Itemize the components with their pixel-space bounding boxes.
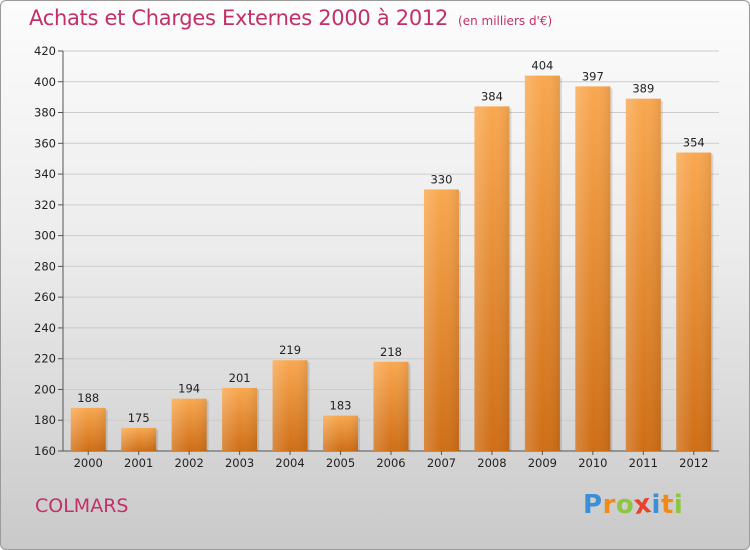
y-tick-label: 340 — [34, 167, 56, 181]
bar-highlight — [121, 427, 157, 451]
bar-highlight — [474, 106, 510, 451]
logo-letter: P — [583, 490, 603, 520]
logo-letter: x — [632, 488, 654, 522]
x-tick-label: 2005 — [326, 456, 355, 470]
x-tick-label: 2009 — [528, 456, 557, 470]
x-tick-label: 2011 — [629, 456, 658, 470]
y-tick-label: 420 — [34, 44, 56, 58]
x-tick-label: 2001 — [124, 456, 153, 470]
x-tick-label: 2003 — [225, 456, 254, 470]
logo-letter: i — [673, 490, 684, 520]
bar-value-label: 194 — [178, 382, 200, 396]
bar-highlight — [272, 360, 308, 451]
bar-value-label: 384 — [481, 89, 503, 103]
x-tick-label: 2002 — [175, 456, 204, 470]
y-tick-label: 320 — [34, 198, 56, 212]
x-tick-label: 2004 — [275, 456, 304, 470]
x-tick-label: 2007 — [427, 456, 456, 470]
chart-title: Achats et Charges Externes 2000 à 2012 (e… — [29, 6, 552, 30]
bar-highlight — [222, 387, 258, 451]
bar-value-label: 404 — [531, 59, 553, 73]
bar-highlight — [373, 361, 409, 451]
bar-highlight — [423, 189, 459, 451]
bar-highlight — [323, 415, 359, 451]
bar-highlight — [70, 407, 106, 451]
y-tick-label: 200 — [34, 382, 56, 396]
y-tick-label: 360 — [34, 136, 56, 150]
y-tick-label: 260 — [34, 290, 56, 304]
bar-value-label: 201 — [229, 371, 251, 385]
bar-value-label: 188 — [77, 391, 99, 405]
y-tick-label: 380 — [34, 106, 56, 120]
x-tick-label: 2000 — [74, 456, 103, 470]
proxiti-logo: Proxiti — [583, 488, 684, 522]
bar-highlight — [676, 152, 712, 452]
chart-title-text: Achats et Charges Externes 2000 à 2012 — [29, 6, 449, 30]
logo-letter: i — [651, 490, 661, 520]
y-tick-label: 400 — [34, 75, 56, 89]
bar-value-label: 218 — [380, 345, 402, 359]
bar-value-label: 183 — [330, 399, 352, 413]
city-name: COLMARS — [35, 495, 129, 517]
x-tick-label: 2012 — [679, 456, 708, 470]
y-tick-label: 300 — [34, 229, 56, 243]
y-tick-label: 220 — [34, 352, 56, 366]
bar-value-label: 175 — [128, 411, 150, 425]
bar-value-label: 389 — [632, 82, 654, 96]
data-labels: 188 175 194 201 219 183 218 330 384 404 397 389 354 — [77, 59, 704, 425]
x-tick-label: 2010 — [578, 456, 607, 470]
y-tick-label: 240 — [34, 321, 56, 335]
bar-value-label: 330 — [430, 172, 452, 186]
logo-letter: r — [602, 490, 616, 520]
chart-subtitle: (en milliers d'€) — [458, 14, 553, 28]
bar-value-label: 219 — [279, 343, 301, 357]
x-tick-label: 2008 — [477, 456, 506, 470]
bars — [70, 75, 714, 452]
x-tick-label: 2006 — [376, 456, 405, 470]
y-tick-label: 180 — [34, 413, 56, 427]
bar-value-label: 397 — [582, 69, 604, 83]
bar-highlight — [625, 98, 661, 451]
y-tick-label: 280 — [34, 259, 56, 273]
axes: 160 180 200 220 240 260 280 300 320 340 360 380 400 4… — [34, 44, 719, 470]
bar-highlight — [575, 86, 611, 451]
logo-letter: o — [615, 490, 635, 520]
bar-highlight — [171, 398, 207, 451]
bar-highlight — [524, 75, 560, 451]
logo-letter: t — [660, 490, 674, 520]
y-tick-label: 160 — [34, 444, 56, 458]
bar-value-label: 354 — [683, 136, 705, 150]
